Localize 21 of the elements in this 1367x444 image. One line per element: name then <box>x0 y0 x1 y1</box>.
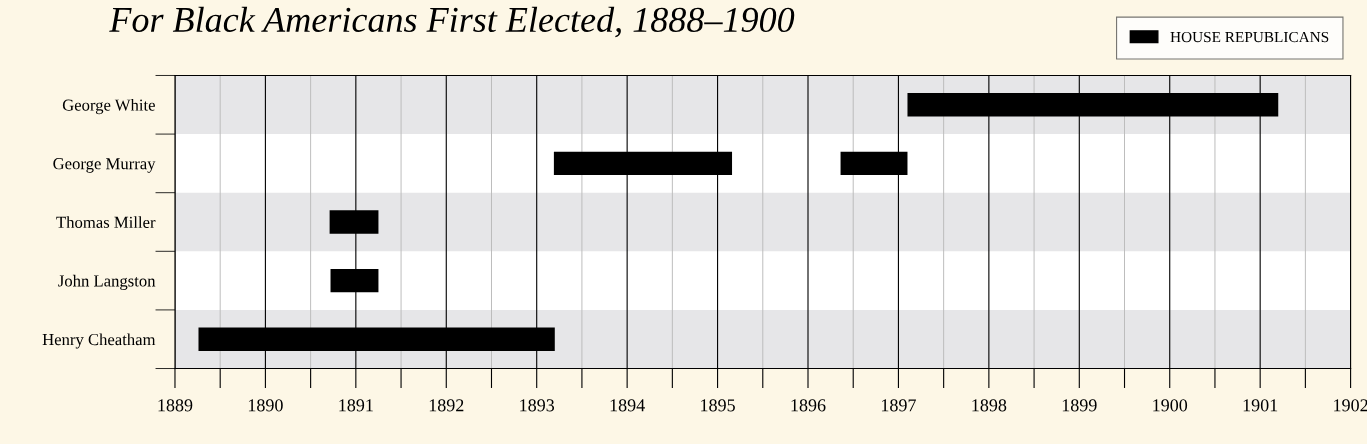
x-tick-label: 1892 <box>429 399 464 412</box>
x-tick-label: 1896 <box>791 399 826 412</box>
chart-title: For Black Americans First Elected, 1888–1900 <box>109 6 795 38</box>
x-tick-label: 1894 <box>610 399 645 412</box>
x-tick-label: 1902 <box>1334 399 1367 412</box>
y-tick-label: John Langston <box>58 274 156 290</box>
x-tick-label: 1889 <box>158 399 193 412</box>
x-tick-label: 1897 <box>881 399 916 412</box>
x-tick-label: 1898 <box>972 399 1007 412</box>
x-tick-label: 1891 <box>339 399 373 412</box>
x-tick-label: 1893 <box>520 399 555 412</box>
y-tick-label: Henry Cheatham <box>42 333 156 349</box>
x-tick-label: 1899 <box>1062 399 1097 412</box>
legend-label: HOUSE REPUBLICANS <box>1170 31 1329 43</box>
x-tick-label: 1890 <box>248 399 283 412</box>
y-tick-label: Thomas Miller <box>56 216 156 228</box>
x-tick-label: 1900 <box>1153 399 1188 412</box>
y-tick-label: George White <box>62 99 155 115</box>
y-tick-label: George Murray <box>53 158 156 173</box>
x-tick-label: 1895 <box>701 399 735 412</box>
x-tick-label: 1901 <box>1243 399 1278 412</box>
